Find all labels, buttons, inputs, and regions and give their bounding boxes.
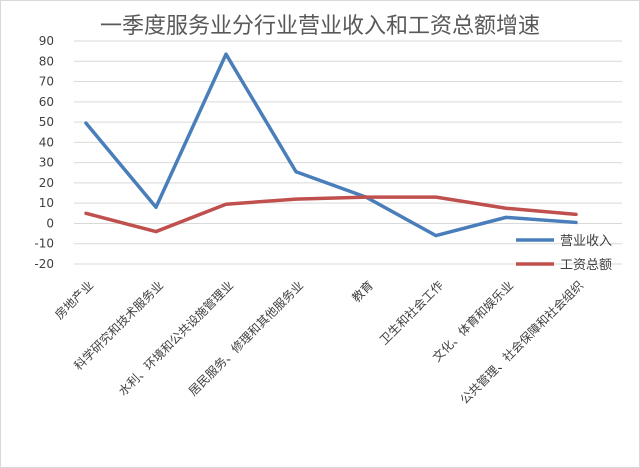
series-lines xyxy=(84,52,578,238)
y-tick-label: 90 xyxy=(39,34,54,48)
y-tick-label: 10 xyxy=(39,196,54,210)
x-category-label: 水利、环境和公共设施管理业 xyxy=(115,278,236,399)
legend-label: 工资总额 xyxy=(560,258,612,273)
y-tick-label: 70 xyxy=(39,75,54,89)
y-tick-label: 80 xyxy=(39,54,54,68)
series-line-wages xyxy=(84,195,578,234)
x-category-label: 房地产业 xyxy=(52,278,97,323)
y-tick-label: 20 xyxy=(39,176,54,190)
y-tick-label: 0 xyxy=(46,216,54,230)
y-tick-label: -10 xyxy=(34,237,54,251)
y-tick-label: 50 xyxy=(39,115,54,129)
x-category-label: 公共管理、社会保障和社会组织 xyxy=(457,278,586,407)
chart-title: 一季度服务业分行业营业收入和工资总额增速 xyxy=(99,14,540,39)
x-category-label: 教育 xyxy=(349,278,377,306)
y-axis-ticks: -20 -10 0 10 20 30 40 50 60 70 80 90 xyxy=(34,34,54,271)
gridlines xyxy=(74,40,622,265)
x-axis-categories: 房地产业科学研究和技术服务业水利、环境和公共设施管理业居民服务、修理和其他服务业… xyxy=(52,278,587,407)
legend-label: 营业收入 xyxy=(560,234,612,249)
y-tick-label: -20 xyxy=(34,257,54,271)
x-category-label: 居民服务、修理和其他服务业 xyxy=(185,278,306,399)
y-tick-label: 60 xyxy=(39,95,54,109)
y-tick-label: 30 xyxy=(39,156,54,170)
y-tick-label: 40 xyxy=(39,135,54,149)
x-category-label: 卫生和社会工作 xyxy=(376,278,446,348)
series-line-revenue xyxy=(84,52,578,238)
